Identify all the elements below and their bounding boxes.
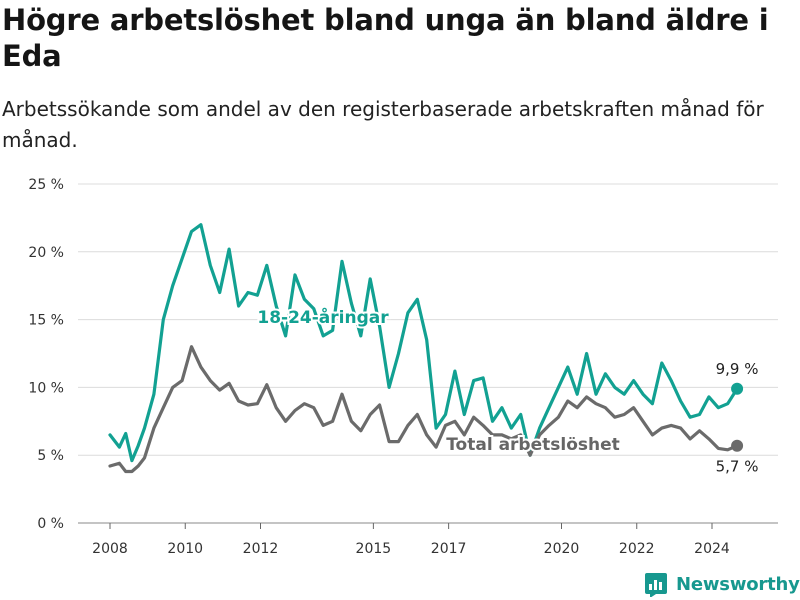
x-tick-label: 2010 (167, 541, 203, 557)
series-label-total: Total arbetslöshet (446, 435, 620, 455)
series-label-youth: 18-24-åringar (257, 306, 389, 328)
end-point-total (731, 439, 744, 452)
y-tick-label: 25 % (28, 177, 64, 193)
x-tick-label: 2015 (356, 541, 392, 557)
end-point-youth (731, 382, 744, 395)
y-tick-label: 15 % (28, 313, 64, 329)
chart-title: Högre arbetslöshet bland unga än bland ä… (2, 3, 769, 73)
series-line-youth (108, 223, 739, 463)
chart-subtitle: Arbetssökande som andel av den registerb… (2, 97, 764, 152)
newsworthy-logo: Newsworthy (644, 570, 800, 598)
y-tick-label: 0 % (37, 516, 64, 532)
y-tick-label: 20 % (28, 245, 64, 261)
x-tick-label: 2024 (694, 541, 730, 557)
y-tick-label: 5 % (37, 448, 64, 464)
brand-name: Newsworthy (676, 573, 800, 595)
newsworthy-icon (645, 573, 667, 597)
x-tick-label: 2012 (243, 541, 279, 557)
y-tick-label: 10 % (28, 380, 64, 396)
series-line-total (108, 345, 739, 474)
end-label-youth: 9,9 % (716, 360, 759, 378)
x-tick-label: 2020 (544, 541, 580, 557)
end-label-total: 5,7 % (716, 458, 759, 476)
x-tick-label: 2008 (92, 541, 128, 557)
x-tick-label: 2022 (619, 541, 655, 557)
x-tick-label: 2017 (431, 541, 467, 557)
